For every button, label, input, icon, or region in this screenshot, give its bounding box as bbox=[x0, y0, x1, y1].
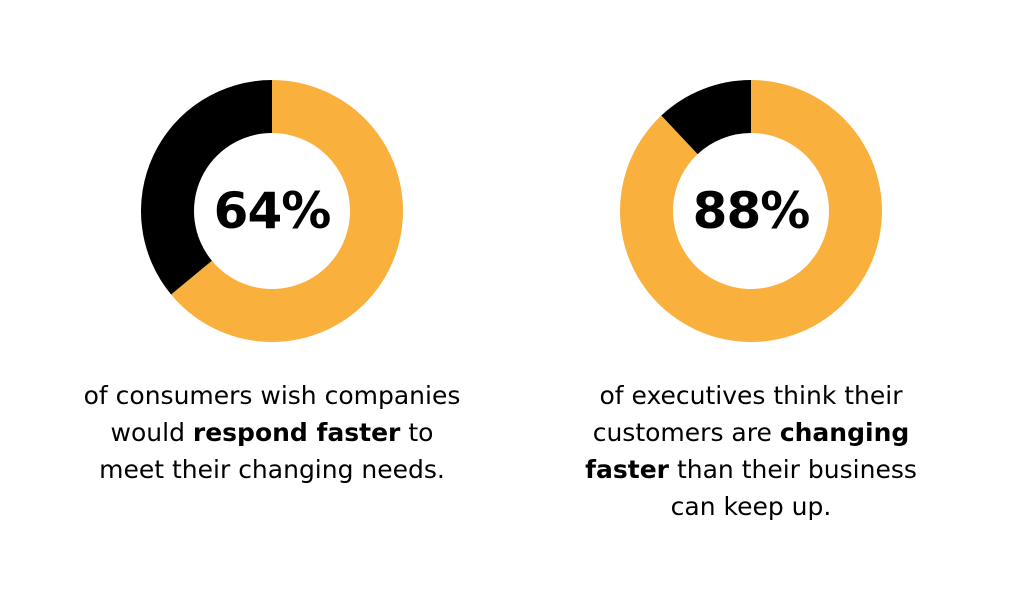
donut-chart-svg bbox=[620, 80, 882, 342]
donut-slice-remainder bbox=[661, 80, 751, 155]
caption-text-after: than their business can keep up. bbox=[670, 455, 917, 521]
caption-text-before: of executives think their customers are bbox=[592, 381, 903, 447]
stat-caption: of consumers wish companies would respon… bbox=[82, 377, 462, 488]
donut-chart: 64% bbox=[141, 80, 403, 342]
donut-chart-svg bbox=[141, 80, 403, 342]
percentage-label: 88% bbox=[692, 182, 811, 240]
stat-executives: 88% of executives think their customers … bbox=[561, 80, 941, 525]
donut-chart: 88% bbox=[620, 80, 882, 342]
stat-consumers: 64% of consumers wish companies would re… bbox=[82, 80, 462, 488]
caption-emphasis: respond faster bbox=[192, 418, 401, 447]
caption-text-after: to meet their changing needs. bbox=[99, 418, 445, 484]
caption-text-before: of consumers wish companies would bbox=[83, 381, 461, 447]
percentage-label: 64% bbox=[213, 182, 332, 240]
donut-slice-remainder bbox=[141, 80, 272, 295]
caption-emphasis: changing faster bbox=[585, 418, 910, 484]
stat-caption: of executives think their customers are … bbox=[561, 377, 941, 525]
donut-slice-highlight bbox=[620, 80, 882, 342]
donut-slice-highlight bbox=[171, 80, 403, 342]
